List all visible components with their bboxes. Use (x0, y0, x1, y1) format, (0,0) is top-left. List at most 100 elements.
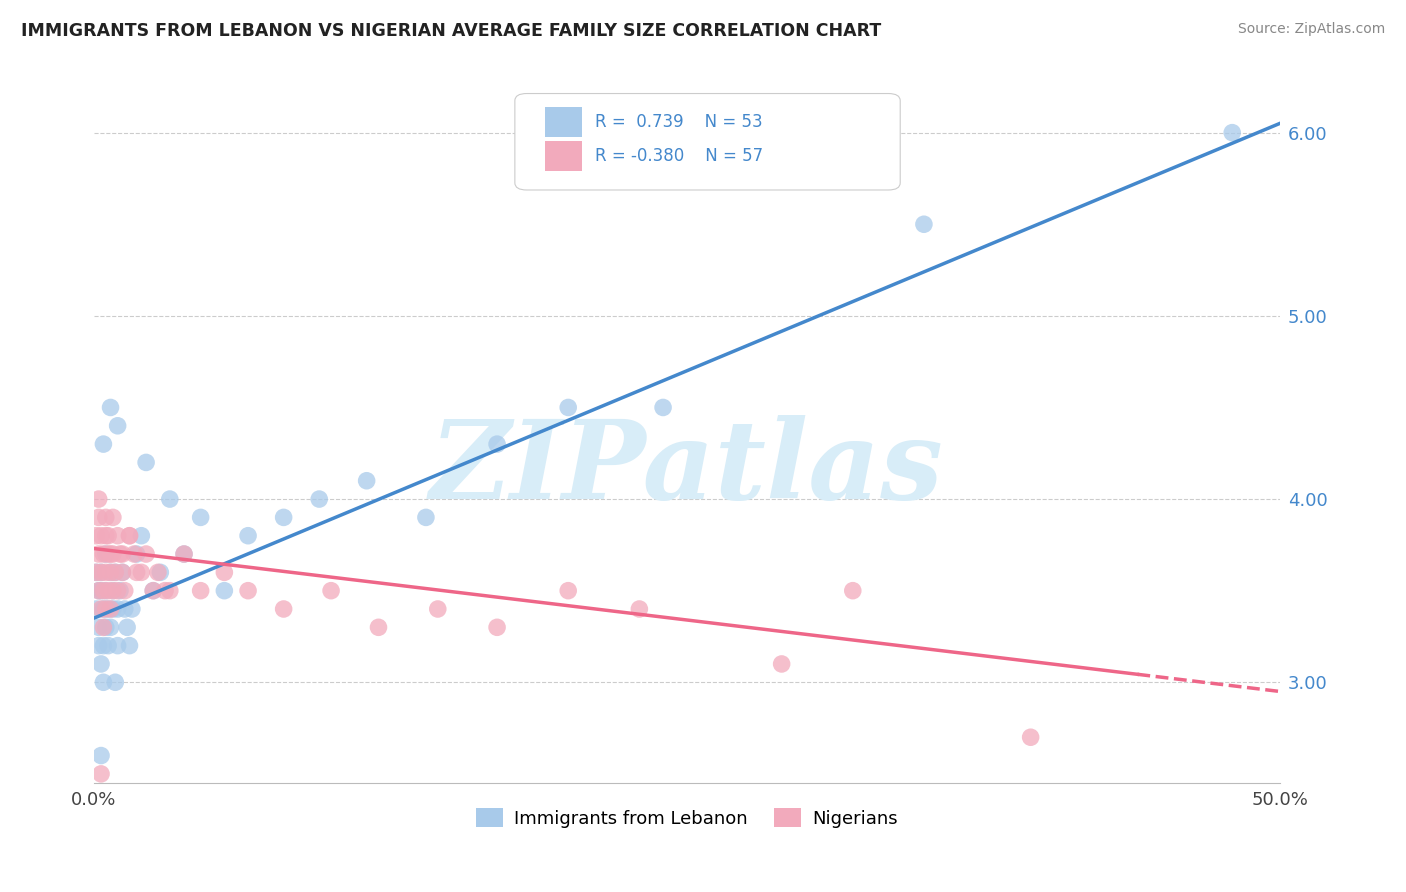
Point (94, 602, 117, 616)
Point (125, 566, 148, 580)
Point (111, 566, 134, 580)
Point (1019, 731, 1042, 745)
Point (142, 583, 165, 598)
Point (122, 547, 145, 561)
Point (142, 583, 165, 598)
Point (107, 529, 129, 543)
Point (93, 675, 115, 690)
Point (108, 583, 131, 598)
Point (84, 566, 107, 580)
Point (100, 566, 122, 580)
Point (118, 529, 141, 543)
Point (107, 418, 129, 433)
Point (426, 602, 449, 616)
Point (173, 547, 195, 561)
Point (90, 583, 112, 598)
Point (173, 547, 195, 561)
Point (100, 547, 122, 561)
Point (84, 529, 107, 543)
Point (1220, 126, 1243, 140)
Point (94, 566, 117, 580)
Point (111, 547, 134, 561)
Point (107, 583, 129, 598)
Point (104, 675, 127, 690)
Point (101, 583, 124, 598)
Point (90, 566, 112, 580)
Point (101, 547, 124, 561)
Point (108, 547, 131, 561)
Point (121, 602, 143, 616)
Point (146, 566, 169, 580)
Point (118, 529, 141, 543)
Point (652, 401, 675, 415)
Point (115, 620, 138, 634)
Point (97, 602, 120, 616)
Point (87, 583, 110, 598)
Text: Source: ZipAtlas.com: Source: ZipAtlas.com (1237, 22, 1385, 37)
Point (770, 657, 793, 671)
Point (87, 510, 110, 524)
Point (93, 583, 115, 598)
Point (135, 547, 157, 561)
Point (308, 491, 330, 506)
Point (94, 547, 117, 561)
Point (214, 566, 236, 580)
FancyBboxPatch shape (544, 142, 582, 171)
Point (153, 583, 176, 598)
Point (100, 602, 122, 616)
FancyBboxPatch shape (544, 107, 582, 137)
Point (93, 602, 115, 616)
Point (87, 491, 110, 506)
Point (94, 583, 117, 598)
Point (100, 620, 122, 634)
Point (94, 620, 117, 634)
Point (100, 401, 122, 415)
Point (101, 602, 124, 616)
Point (111, 566, 134, 580)
Point (93, 639, 115, 653)
Point (273, 510, 295, 524)
Point (94, 510, 117, 524)
Point (190, 583, 212, 598)
Point (90, 602, 112, 616)
Point (87, 547, 110, 561)
Point (97, 529, 120, 543)
Point (159, 583, 181, 598)
Point (273, 602, 295, 616)
Point (104, 566, 127, 580)
Point (101, 583, 124, 598)
Point (90, 748, 112, 763)
Point (84, 602, 107, 616)
Point (149, 566, 172, 580)
Text: R = -0.380    N = 57: R = -0.380 N = 57 (596, 147, 763, 165)
Point (93, 620, 115, 634)
Point (356, 474, 378, 488)
Point (415, 510, 437, 524)
Point (107, 639, 129, 653)
Point (214, 583, 236, 598)
Point (236, 529, 259, 543)
Point (486, 620, 509, 634)
Point (93, 547, 115, 561)
Point (118, 639, 141, 653)
Point (93, 437, 115, 451)
Point (87, 620, 110, 634)
Point (101, 510, 124, 524)
Point (104, 566, 127, 580)
Point (97, 583, 120, 598)
Point (159, 491, 181, 506)
Point (97, 639, 120, 653)
Point (114, 602, 136, 616)
Point (107, 602, 129, 616)
Text: IMMIGRANTS FROM LEBANON VS NIGERIAN AVERAGE FAMILY SIZE CORRELATION CHART: IMMIGRANTS FROM LEBANON VS NIGERIAN AVER… (21, 22, 882, 40)
Point (90, 657, 112, 671)
Point (135, 455, 157, 469)
Point (319, 583, 342, 598)
Point (87, 639, 110, 653)
Text: R =  0.739    N = 53: R = 0.739 N = 53 (596, 113, 763, 131)
Point (125, 547, 148, 561)
Point (628, 602, 651, 616)
Point (100, 566, 122, 580)
Point (87, 583, 110, 598)
Legend: Immigrants from Lebanon, Nigerians: Immigrants from Lebanon, Nigerians (468, 801, 905, 835)
